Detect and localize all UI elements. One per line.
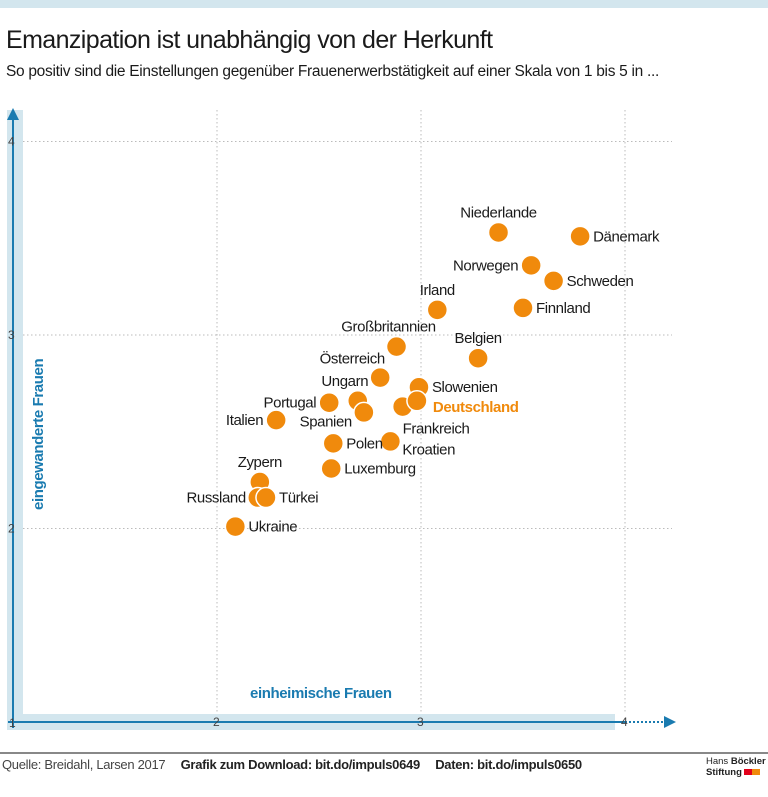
data-point	[379, 430, 402, 453]
data-point	[265, 409, 287, 431]
top-accent-bar	[0, 0, 768, 8]
point-label: Luxemburg	[344, 461, 416, 478]
point-label: Großbritannien	[341, 319, 436, 336]
point-label: Schweden	[567, 273, 634, 290]
data-point	[406, 390, 428, 412]
y-axis-arrow-icon	[7, 108, 19, 120]
chart-subtitle: So positiv sind die Einstellungen gegenü…	[6, 63, 659, 80]
point-label: Portugal	[264, 395, 317, 412]
logo-square-red	[743, 769, 752, 776]
point-label: Deutschland	[433, 399, 519, 416]
x-tick-label: 4	[621, 715, 628, 729]
y-tick-label: 2	[8, 522, 15, 536]
data-point	[224, 515, 247, 538]
logo-text: Böckler	[730, 756, 766, 767]
point-label: Niederlande	[460, 204, 537, 221]
data-point	[569, 225, 591, 248]
x-axis-arrow-icon	[664, 716, 676, 728]
x-tick-label: 3	[417, 715, 424, 729]
data-point	[320, 457, 342, 480]
y-tick-label: 4	[8, 135, 15, 149]
download-link[interactable]: Grafik zum Download: bit.do/impuls0649	[180, 757, 421, 772]
data-point	[512, 297, 534, 319]
logo-square-orange	[751, 769, 760, 776]
y-axis-label: eingewanderte Frauen	[30, 359, 47, 510]
footer: Quelle: Breidahl, Larsen 2017 Grafik zum…	[2, 757, 582, 772]
point-label: Polen	[346, 435, 382, 452]
x-axis-label: einheimische Frauen	[250, 685, 392, 702]
x-tick-label: 1	[9, 716, 16, 730]
point-label: Ungarn	[321, 373, 368, 390]
data-link[interactable]: Daten: bit.do/impuls0650	[435, 757, 582, 772]
data-point	[353, 401, 375, 424]
point-label: Kroatien	[402, 441, 455, 458]
data-point	[255, 486, 277, 509]
data-point	[426, 299, 449, 321]
point-label: Ukraine	[248, 519, 297, 536]
point-label: Österreich	[320, 350, 385, 368]
point-label: Norwegen	[453, 257, 518, 274]
point-label: Spanien	[300, 413, 352, 430]
scatter-chart: 1 2 3 4 2 3 4 einheimische Frauen eingewanderte …	[7, 108, 676, 730]
data-point	[542, 270, 565, 292]
x-tick-label: 2	[213, 715, 220, 729]
y-axis-band	[7, 110, 23, 730]
data-point	[467, 347, 489, 369]
source-text: Quelle: Breidahl, Larsen 2017	[2, 757, 166, 772]
point-label: Irland	[420, 282, 455, 299]
data-point	[322, 432, 345, 455]
data-point	[520, 254, 542, 277]
point-label: Zypern	[238, 454, 282, 471]
point-label: Finnland	[536, 300, 590, 317]
hans-boeckler-logo: Hans Böckler Stiftung	[706, 756, 766, 778]
data-point	[318, 391, 340, 414]
point-label: Belgien	[454, 330, 501, 347]
point-label: Frankreich	[403, 421, 470, 438]
data-point	[369, 366, 391, 389]
data-point	[385, 335, 408, 358]
point-label: Dänemark	[593, 228, 660, 245]
chart-title: Emanzipation ist unabhängig von der Herk…	[6, 26, 493, 54]
point-label: Italien	[226, 412, 263, 429]
point-label: Slowenien	[432, 379, 498, 396]
point-label: Russland	[186, 490, 245, 507]
y-tick-label: 3	[8, 328, 15, 342]
data-point	[487, 221, 510, 244]
footer-divider	[0, 752, 768, 754]
point-label: Türkei	[279, 490, 318, 507]
logo-text: Hans	[706, 756, 729, 767]
logo-text: Stiftung	[706, 767, 742, 778]
